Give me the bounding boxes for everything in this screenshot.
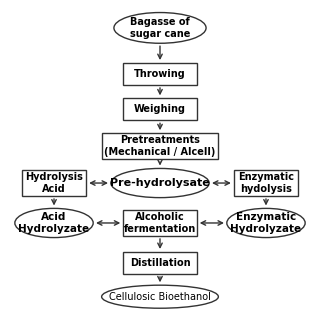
Text: Bagasse of
sugar cane: Bagasse of sugar cane [130,17,190,39]
Text: Enzymatic
Hydrolyzate: Enzymatic Hydrolyzate [230,212,301,234]
FancyBboxPatch shape [123,252,197,274]
Text: Throwing: Throwing [134,69,186,79]
FancyBboxPatch shape [123,210,197,236]
FancyBboxPatch shape [123,98,197,120]
Text: Pre-hydrolysate: Pre-hydrolysate [110,178,210,188]
Text: Weighing: Weighing [134,104,186,114]
Ellipse shape [111,168,209,198]
Text: Acid
Hydrolyzate: Acid Hydrolyzate [19,212,90,234]
FancyBboxPatch shape [123,63,197,85]
Ellipse shape [114,12,206,43]
Text: Enzymatic
hydolysis: Enzymatic hydolysis [238,172,294,194]
Ellipse shape [15,208,93,237]
FancyBboxPatch shape [22,170,86,196]
Text: Cellulosic Bioethanol: Cellulosic Bioethanol [109,292,211,302]
Ellipse shape [102,285,218,308]
Text: Hydrolysis
Acid: Hydrolysis Acid [25,172,83,194]
Text: Pretreatments
(Mechanical / Alcell): Pretreatments (Mechanical / Alcell) [104,135,216,157]
Text: Alcoholic
fermentation: Alcoholic fermentation [124,212,196,234]
FancyBboxPatch shape [234,170,298,196]
FancyBboxPatch shape [102,133,218,159]
Text: Distillation: Distillation [130,258,190,268]
Ellipse shape [227,208,305,237]
